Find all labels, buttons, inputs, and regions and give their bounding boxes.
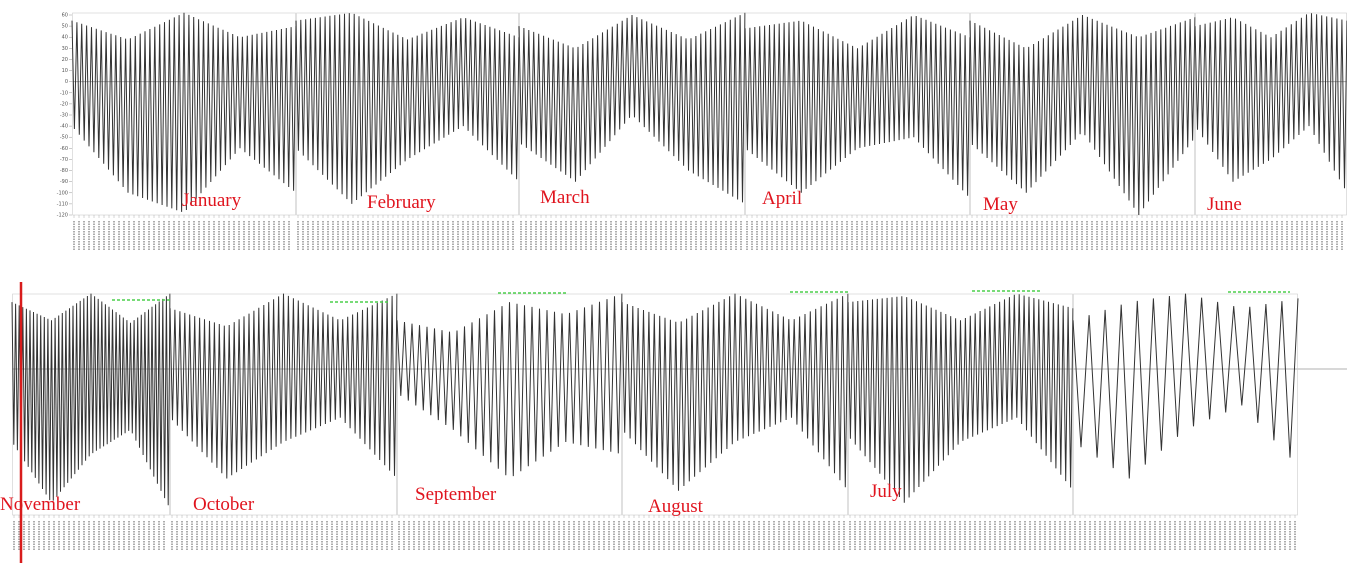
y-tick-label: -90 — [60, 179, 68, 185]
waveform-series — [169, 293, 398, 479]
waveform-series — [1072, 293, 1299, 479]
panel-frame — [970, 12, 1195, 216]
chart-overlay — [19, 282, 1290, 563]
month-label: November — [0, 494, 81, 515]
y-tick-label: 10 — [62, 68, 68, 74]
y-tick-label: -10 — [60, 90, 68, 96]
waveform-series — [621, 293, 849, 491]
y-tick-label: -100 — [57, 190, 68, 196]
panel-frame — [397, 293, 622, 516]
y-tick-label: 50 — [62, 24, 68, 30]
panel-frame — [848, 293, 1073, 516]
waveform-series — [1194, 13, 1347, 189]
month-label: January — [182, 190, 242, 211]
waveform-series — [11, 293, 171, 506]
month-label: March — [540, 187, 590, 208]
y-tick-label: -110 — [57, 201, 68, 207]
y-tick-label: -40 — [60, 124, 68, 130]
month-label: September — [415, 484, 497, 505]
y-tick-label: -60 — [60, 146, 68, 152]
month-label: October — [193, 494, 255, 515]
y-tick-label: 40 — [62, 35, 68, 41]
waveform-series — [295, 13, 520, 204]
waveform-series — [847, 294, 1074, 503]
top-row-panels: 60 50 40 30 20 10 0 -10 -20 -30 -40 -50 -60 -70 -80 -90… — [57, 12, 1347, 251]
waveform-series — [71, 12, 297, 212]
y-tick-label: -70 — [60, 157, 68, 163]
waveform-series — [969, 14, 1196, 216]
y-tick-label: -50 — [60, 135, 68, 141]
panel-frame — [745, 12, 970, 216]
y-tick-label: 0 — [65, 79, 68, 85]
month-label: April — [762, 188, 802, 209]
panel-frame — [296, 12, 519, 216]
y-tick-label: -20 — [60, 101, 68, 107]
month-label: June — [1207, 194, 1242, 215]
bottom-row-panels: November October September August July — [0, 293, 1347, 551]
month-label: August — [648, 496, 704, 517]
waveform-series — [744, 15, 971, 196]
y-tick-label: -120 — [57, 213, 68, 219]
y-tick-label: 60 — [62, 13, 68, 19]
y-tick-label: 30 — [62, 46, 68, 52]
y-tick-label: 20 — [62, 57, 68, 63]
y-tick-label: -80 — [60, 168, 68, 174]
month-label: February — [367, 192, 436, 213]
month-label: July — [870, 481, 902, 502]
month-label: May — [983, 194, 1018, 215]
panel-frame — [519, 12, 745, 216]
y-tick-label: -30 — [60, 113, 68, 119]
waveform-series — [396, 293, 623, 477]
waveform-series — [518, 12, 746, 203]
